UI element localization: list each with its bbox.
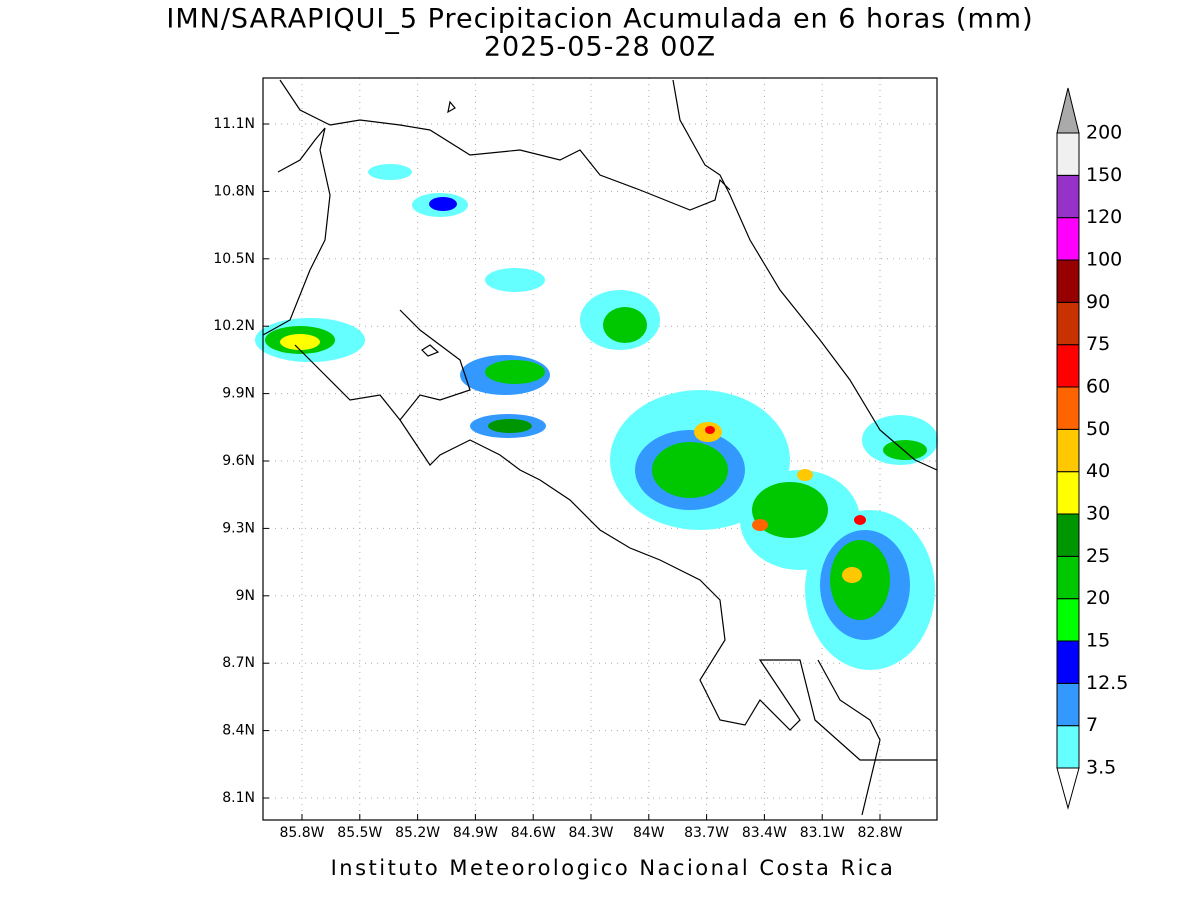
y-tick-label: 10.2N [213,318,255,334]
map-frame [262,77,938,821]
x-tick-label: 85.8W [279,825,324,841]
colorbar-label: 90 [1086,291,1110,313]
colorbar-box [1056,132,1080,176]
colorbar-box [1056,174,1080,219]
colorbar-label: 30 [1086,503,1110,525]
rain-area [652,442,728,498]
precipitation [255,164,938,670]
rain-area [830,540,890,620]
footer: Instituto Meteorologico Nacional Costa R… [331,856,896,880]
island [421,344,440,357]
colorbar-box [1056,217,1080,261]
colorbar-label: 60 [1086,376,1110,398]
coastline [279,79,331,126]
rain-area [485,360,545,384]
rain-area [752,482,828,538]
rain-area [854,515,866,525]
x-tick-label: 85.5W [337,825,382,841]
x-tick-label: 83.1W [800,825,845,841]
rain-area [429,197,457,211]
coastline [399,309,937,761]
x-tick-label: 83.7W [684,825,729,841]
colorbar-box [1056,682,1080,727]
y-tick-label: 9.3N [222,520,255,536]
colorbar-box [1056,344,1080,388]
x-tick-label: 84.3W [568,825,613,841]
colorbar-label: 20 [1086,587,1110,609]
y-tick-label: 9.9N [222,386,255,402]
title: IMN/SARAPIQUI_5 Precipitacion Acumulada … [166,4,1033,35]
colorbar-label: 7 [1086,714,1098,736]
x-tick-label: 82.8W [857,825,902,841]
axes: 85.8W 85.5W 85.2W 84.9W 84.6W 84.3W 84W 83.7W 83… [213,116,902,841]
y-tick-label: 10.8N [213,183,255,199]
y-tick-label: 9N [236,588,255,604]
border [817,659,881,816]
colorbar-box [1056,386,1080,430]
coastline [672,79,938,471]
y-tick-label: 8.4N [222,723,255,739]
colorbar-box [1056,301,1080,346]
colorbar-label: 15 [1086,630,1110,652]
colorbar-label: 75 [1086,333,1110,355]
colorbar-label: 25 [1086,545,1110,567]
rain-area [485,268,545,292]
y-tick-label: 8.7N [222,655,255,671]
y-tick-label: 10.5N [213,251,255,267]
rain-area [603,307,647,343]
rain-area [280,334,320,350]
rain-area [368,164,412,180]
colorbar-box [1056,259,1080,303]
rain-area [883,440,927,460]
colorbar-under [1056,767,1080,810]
colorbar-label: 3.5 [1086,757,1116,779]
border [329,119,731,211]
y-tick-label: 11.1N [213,116,255,132]
colorbar-over [1056,87,1080,134]
rain-area [488,419,532,433]
colorbar-label: 40 [1086,460,1110,482]
coastline [262,127,331,336]
colorbar-label: 150 [1086,164,1122,186]
colorbar-box [1056,640,1080,684]
colorbar-box [1056,428,1080,473]
colorbar-label: 120 [1086,206,1122,228]
colorbar-label: 50 [1086,418,1110,440]
coastline [294,344,401,421]
y-tick-label: 9.6N [222,453,255,469]
rain-area [797,469,813,481]
x-tick-label: 83.4W [742,825,787,841]
colorbar-box [1056,471,1080,515]
colorbar-box [1056,598,1080,642]
colorbar: 3.5 7 12.5 15 20 25 30 40 50 60 75 90 100 120 150 200 [1056,87,1128,810]
colorbar-box [1056,725,1080,769]
rain-area [705,426,715,434]
colorbar-label: 100 [1086,249,1122,271]
colorbar-label: 200 [1086,122,1122,144]
island [447,100,456,114]
x-tick-label: 84.9W [453,825,498,841]
y-tick-label: 8.1N [222,790,255,806]
x-tick-label: 84W [633,825,665,841]
colorbar-box [1056,555,1080,600]
rain-area [752,519,768,531]
colorbar-label: 12.5 [1086,672,1128,694]
x-tick-label: 84.6W [511,825,556,841]
colorbar-box [1056,513,1080,557]
rain-area [842,567,862,583]
grid [263,78,937,820]
coastlines [262,79,938,816]
subtitle: 2025-05-28 00Z [484,32,716,63]
x-tick-label: 85.2W [395,825,440,841]
